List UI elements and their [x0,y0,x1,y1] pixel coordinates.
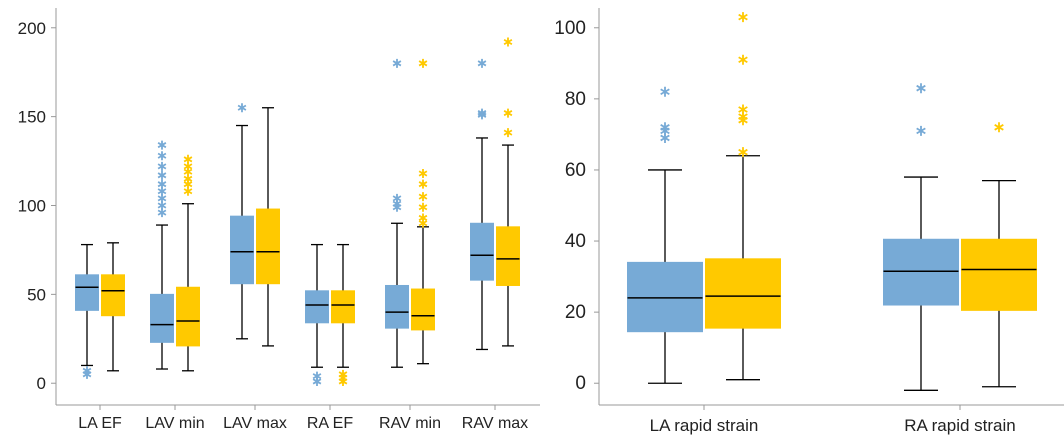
outlier-star [994,122,1004,133]
box-rav-min-series-1 [385,58,409,368]
x-tick-label: LA rapid strain [650,416,759,435]
outlier-star [82,366,92,376]
y-tick-label: 0 [37,374,46,393]
box-iqr [385,284,409,329]
box-iqr [305,290,329,324]
outlier-star [157,170,167,180]
outlier-star [503,37,513,47]
box-iqr [961,238,1037,311]
box-iqr [883,238,959,306]
x-tick-label: RA EF [307,415,353,432]
y-tick-label: 50 [27,285,46,304]
box-iqr [101,274,125,317]
outlier-star [157,179,167,189]
x-tick-label: RA rapid strain [904,416,1016,435]
outlier-star [738,54,748,65]
outlier-star [418,202,428,212]
box-ra-ef-series-2 [331,243,355,386]
outlier-star [183,161,193,171]
box-iqr [176,286,200,347]
outlier-star [157,151,167,161]
y-tick-label: 0 [575,373,586,394]
y-tick-label: 60 [565,160,586,181]
outlier-star [183,186,193,196]
outlier-star [157,161,167,171]
box-la-ef-series-2 [101,242,125,372]
box-iqr [331,290,355,324]
box-rav-max-series-2 [496,37,520,347]
outlier-star [183,154,193,164]
box-ra-rapid-strain-series-2 [961,122,1037,388]
outlier-star [418,58,428,68]
box-iqr [75,274,99,311]
outlier-star [477,58,487,68]
outlier-star [503,128,513,138]
outlier-star [738,104,748,115]
chart-panel-1: 0 50 100 150 200 LA EF LAV min LAV max RA EF RAV … [18,8,540,432]
outlier-star [392,58,402,68]
y-tick-label: 150 [18,108,46,127]
x-tick-label: LAV min [145,415,204,432]
y-tick-label: 100 [18,197,46,216]
outlier-star [660,86,670,97]
y-tick-label: 40 [565,231,586,252]
x-tick-label: LA EF [78,415,122,432]
box-iqr [705,258,781,329]
outlier-star [660,122,670,133]
outlier-star [503,108,513,118]
outlier-star [418,213,428,223]
outlier-star [237,103,247,113]
y-tick-label: 80 [565,89,586,110]
outlier-star [916,83,926,94]
x-tick-label: RAV max [462,415,528,432]
box-la-rapid-strain-series-2 [705,12,781,381]
box-iqr [496,226,520,286]
outlier-star [916,125,926,136]
outlier-star [418,192,428,202]
box-la-rapid-strain-series-1 [627,86,703,384]
box-iqr [411,288,435,331]
box-iqr [150,293,174,343]
box-iqr [627,261,703,333]
outlier-star [157,140,167,150]
box-ra-ef-series-1 [305,243,329,386]
box-rav-min-series-2 [411,58,435,365]
box-rav-max-series-1 [470,58,494,351]
outlier-star [157,208,167,218]
box-iqr [230,215,254,285]
outlier-star [157,193,167,203]
x-tick-label: RAV min [379,415,441,432]
box-iqr [256,208,280,285]
outlier-star [418,169,428,179]
outlier-star [157,201,167,210]
box-la-ef-series-1 [75,243,99,379]
outlier-star [738,12,748,23]
outlier-star [312,371,322,381]
box-lav-min-series-2 [176,154,200,372]
outlier-star [738,147,748,158]
box-ra-rapid-strain-series-1 [883,83,959,391]
outlier-star [157,186,167,196]
outlier-star [392,193,402,203]
box-lav-min-series-1 [150,140,174,370]
box-lav-max-series-2 [256,107,280,347]
box-lav-max-series-1 [230,103,254,340]
box-iqr [470,222,494,281]
y-tick-label: 100 [554,18,586,39]
outlier-star [338,369,348,379]
y-tick-label: 20 [565,302,586,323]
outlier-star [418,179,428,189]
y-tick-label: 200 [18,19,46,38]
x-tick-label: LAV max [223,415,287,432]
chart-panel-2: 0 20 40 60 80 100 LA rapid strain RA rapid stra… [554,8,1064,435]
outlier-star [183,174,193,184]
outlier-star [477,108,487,118]
